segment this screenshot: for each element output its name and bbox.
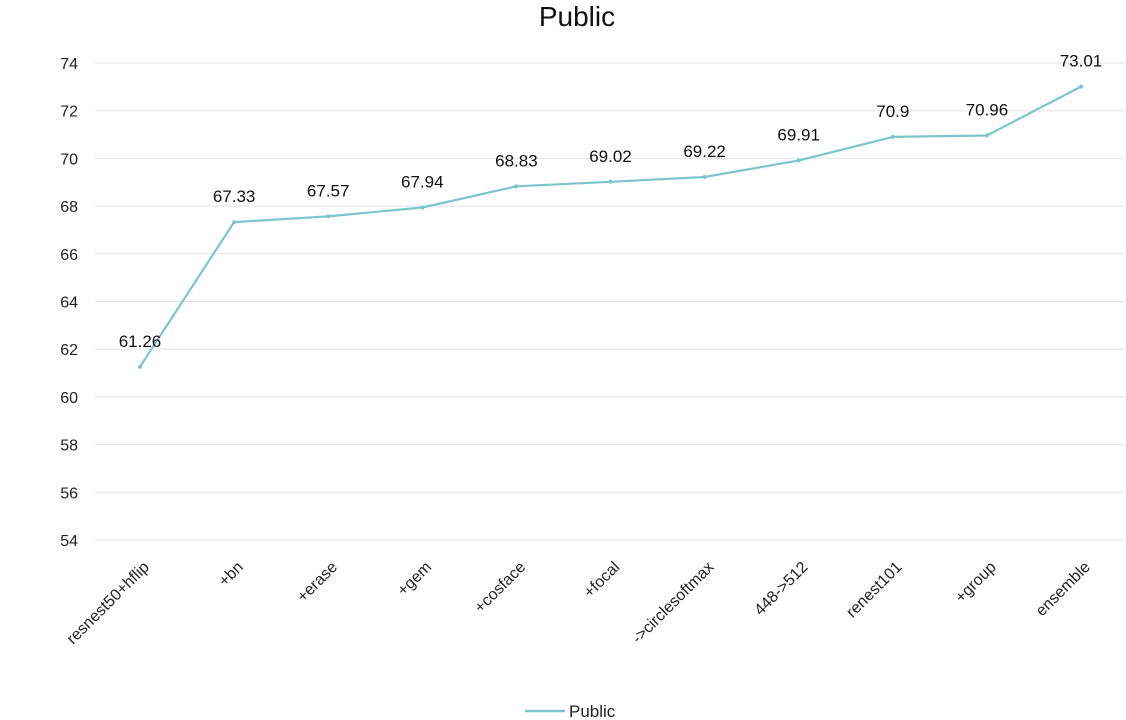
y-tick-label: 66 xyxy=(60,247,78,264)
chart-title: Public xyxy=(539,1,615,32)
x-tick-label: +bn xyxy=(216,559,247,590)
data-label: 68.83 xyxy=(495,151,538,170)
x-tick-label: +group xyxy=(952,559,1000,607)
data-label: 69.22 xyxy=(683,142,726,161)
y-tick-label: 54 xyxy=(60,533,78,550)
data-point xyxy=(514,184,519,189)
data-label: 70.9 xyxy=(876,102,909,121)
x-tick-label: +cosface xyxy=(472,559,530,617)
x-tick-label: +erase xyxy=(294,559,341,606)
y-tick-label: 62 xyxy=(60,342,78,359)
gridlines xyxy=(95,62,1125,541)
x-tick-label: ensemble xyxy=(1033,559,1094,620)
data-point xyxy=(326,214,331,219)
legend[interactable]: Public xyxy=(525,702,616,720)
x-tick-label: resnest50+hflip xyxy=(64,559,153,648)
data-point xyxy=(232,220,237,225)
data-point xyxy=(608,179,613,184)
x-tick-label: 448->512 xyxy=(751,559,811,619)
x-axis-ticks: resnest50+hflip +bn +erase +gem +cosface +foc… xyxy=(64,559,1094,648)
data-label: 67.94 xyxy=(401,173,444,192)
data-label: 67.57 xyxy=(307,181,350,200)
data-point xyxy=(890,134,895,139)
x-tick-label: +focal xyxy=(581,559,624,602)
data-point xyxy=(796,158,801,163)
y-tick-label: 58 xyxy=(60,438,78,455)
data-point xyxy=(420,205,425,210)
x-tick-label: renest101 xyxy=(843,559,905,621)
y-tick-label: 60 xyxy=(60,390,78,407)
data-point xyxy=(1079,84,1083,89)
y-tick-label: 64 xyxy=(60,295,78,312)
data-label: 70.96 xyxy=(966,101,1009,120)
series-line-public xyxy=(139,85,1082,368)
legend-label: Public xyxy=(569,702,616,720)
x-tick-label: ->circlesoftmax xyxy=(629,559,717,647)
x-tick-label: +gem xyxy=(394,559,435,600)
data-point xyxy=(984,133,989,138)
series-layer xyxy=(138,84,1083,369)
y-tick-label: 74 xyxy=(60,56,78,73)
data-label: 73.01 xyxy=(1060,52,1103,71)
data-labels: 61.26 67.33 67.57 67.94 68.83 69.02 69.22 69.91… xyxy=(119,52,1103,351)
data-label: 61.26 xyxy=(119,332,162,351)
y-tick-label: 56 xyxy=(60,485,78,502)
y-tick-label: 72 xyxy=(60,104,78,121)
data-point xyxy=(702,175,707,180)
y-axis-ticks: 54 56 58 60 62 64 66 68 70 72 74 xyxy=(60,56,78,550)
y-tick-label: 68 xyxy=(60,199,78,216)
data-label: 69.91 xyxy=(777,126,820,145)
y-tick-label: 70 xyxy=(60,151,78,168)
data-point xyxy=(138,364,142,369)
data-label: 67.33 xyxy=(213,187,256,206)
data-label: 69.02 xyxy=(589,147,632,166)
